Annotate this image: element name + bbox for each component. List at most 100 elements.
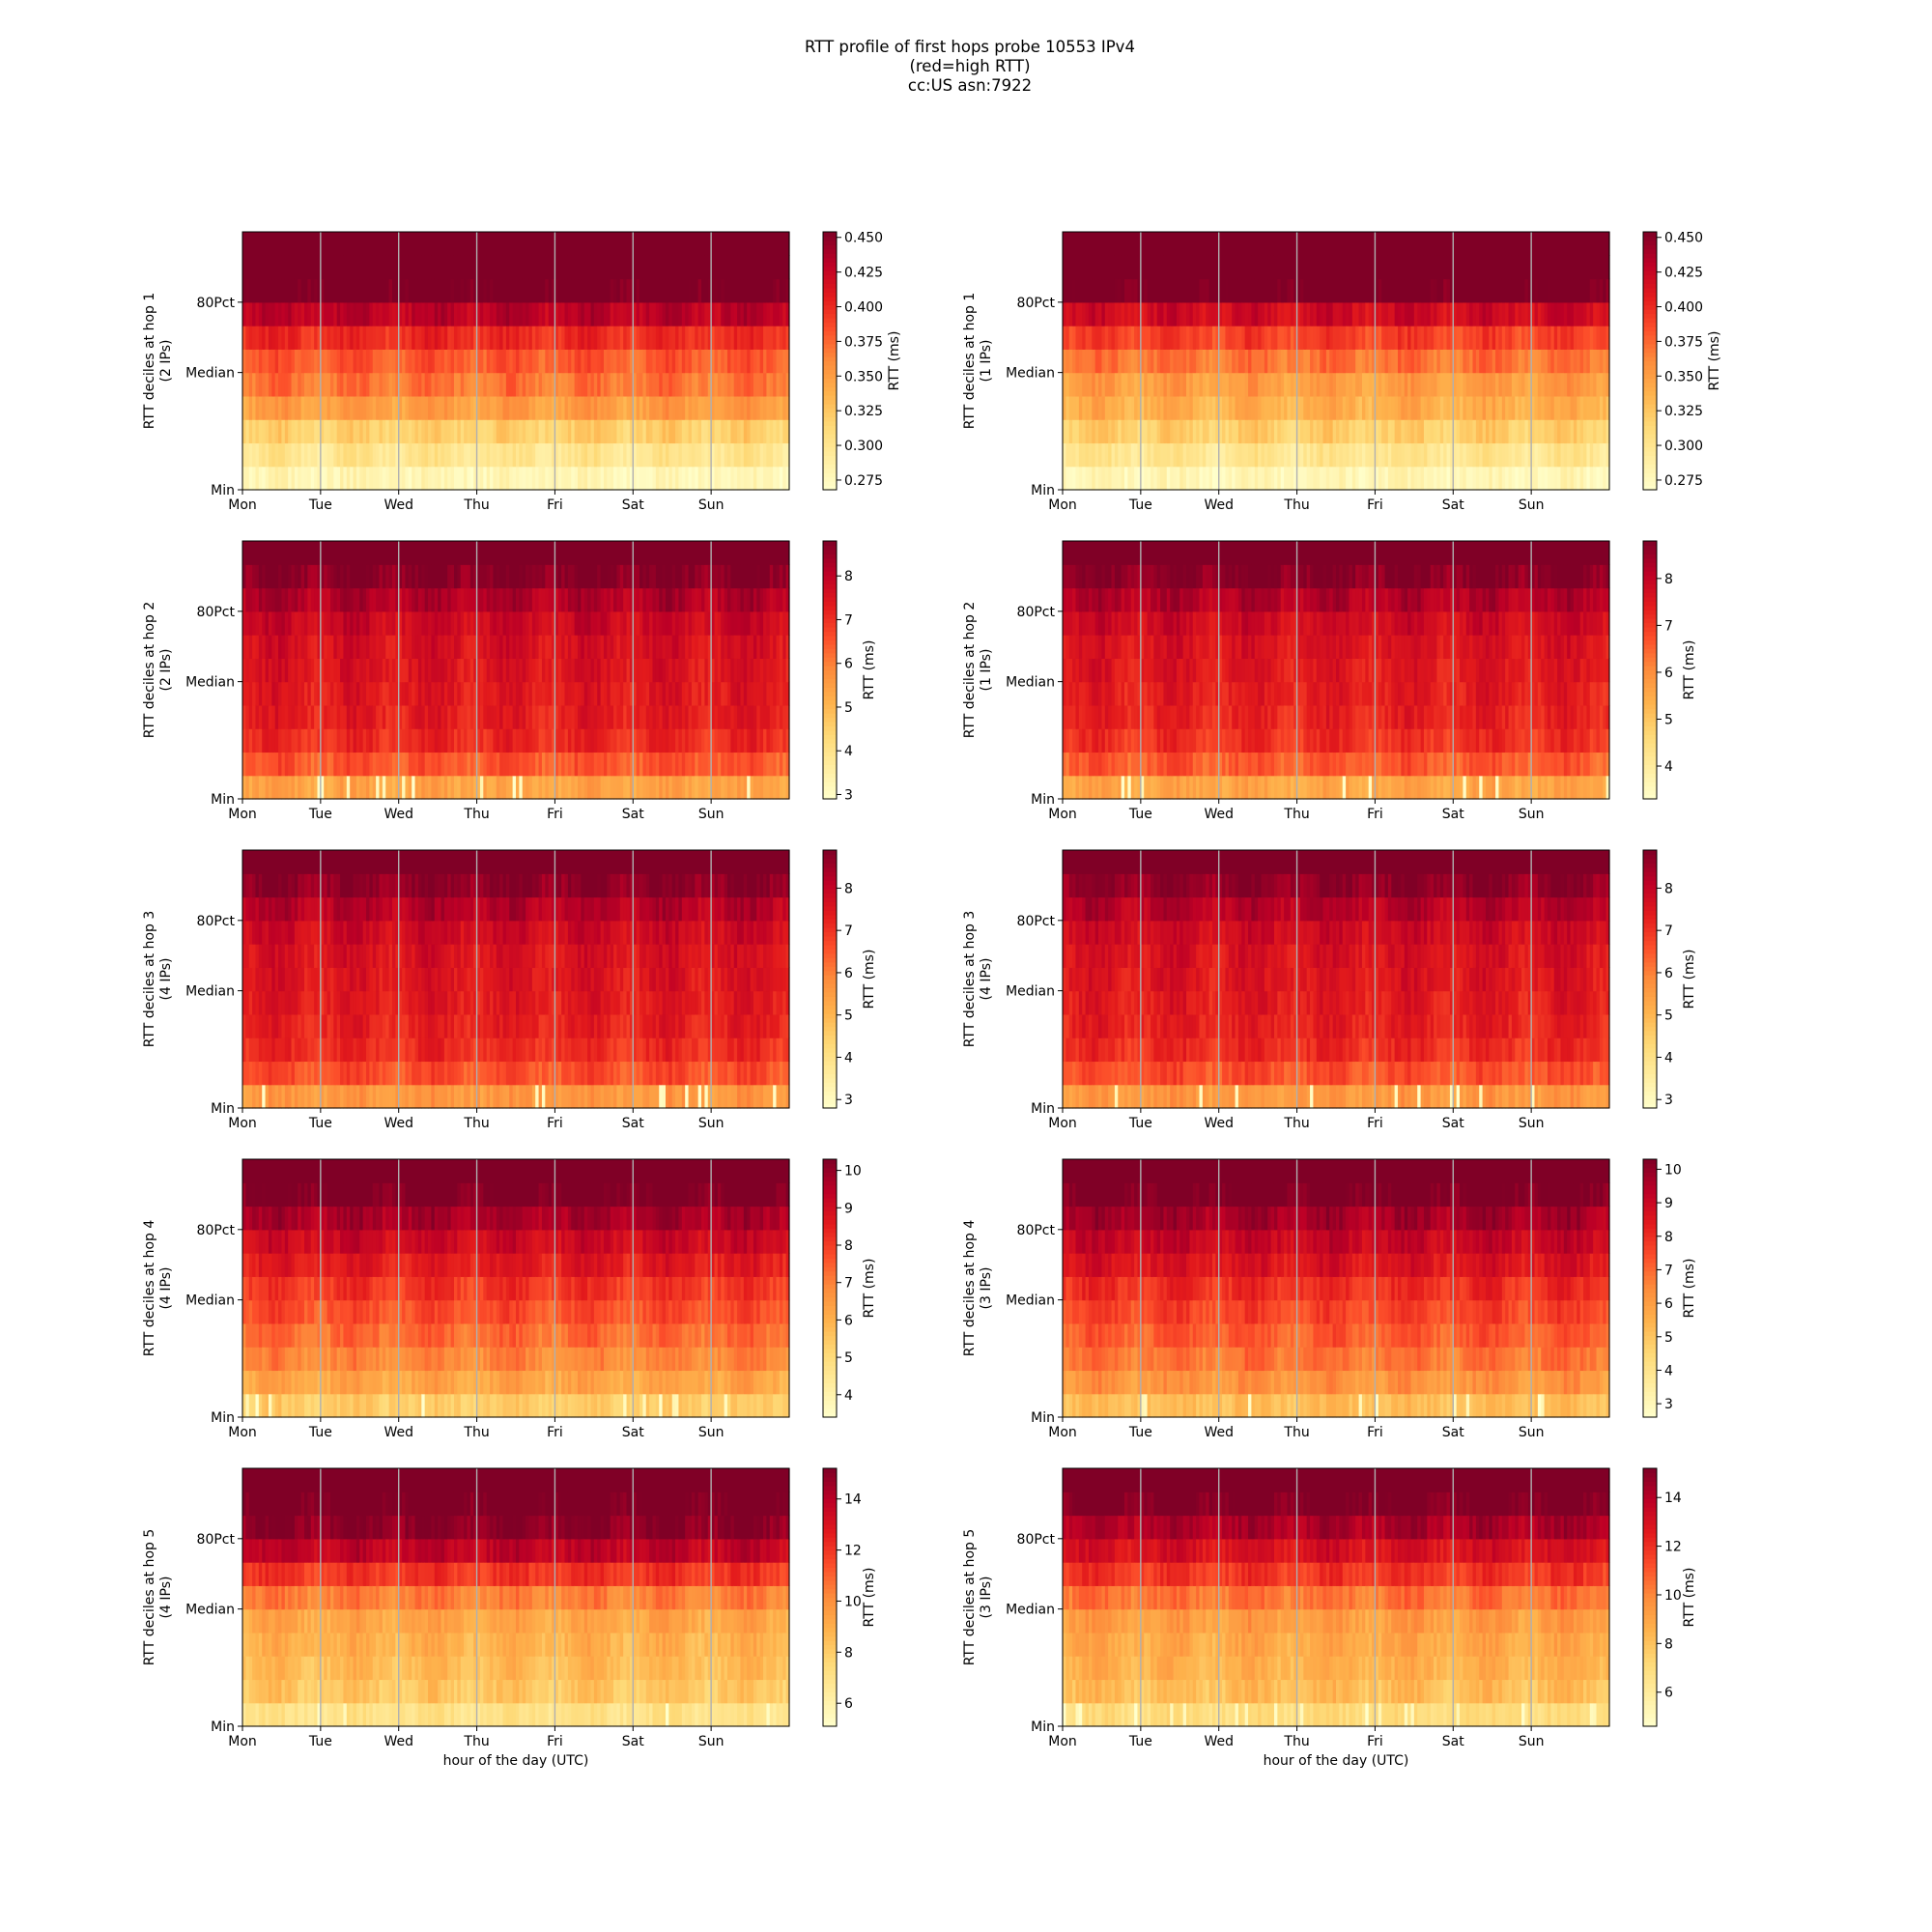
colorbar-segment [1643, 404, 1657, 409]
colorbar-segment [1643, 344, 1657, 349]
heatmap-cells [242, 232, 790, 491]
colorbar-tick-label: 0.425 [844, 266, 883, 281]
colorbar-segment [1643, 244, 1657, 249]
colorbar-segment [1643, 469, 1657, 473]
x-tick-label: Fri [1367, 497, 1383, 513]
colorbar-tick-label: 0.400 [1664, 300, 1703, 316]
x-tick-label: Mon [228, 497, 257, 513]
colorbar-segment [823, 267, 837, 271]
y-axis-label-line-1: RTT deciles at hop 1 [142, 293, 157, 430]
title-line-3: cc:US asn:7922 [908, 76, 1032, 95]
colorbar-segment [1643, 348, 1657, 353]
colorbar-segment [1643, 374, 1657, 379]
colorbar-segment [823, 356, 837, 361]
figure-title: RTT profile of first hops probe 10553 IP… [805, 38, 1135, 95]
colorbar-tick-label: 0.325 [1664, 404, 1703, 419]
colorbar-segment [1643, 232, 1657, 237]
colorbar-segment [1643, 300, 1657, 305]
x-tick-label: Fri [547, 497, 563, 513]
colorbar-segment [1643, 330, 1657, 335]
colorbar-segment [823, 439, 837, 443]
colorbar-segment [823, 275, 837, 280]
colorbar-segment [1643, 386, 1657, 391]
colorbar-segment [1643, 416, 1657, 421]
colorbar-segment [823, 408, 837, 412]
colorbar-segment [1643, 447, 1657, 452]
colorbar-segment [823, 348, 837, 353]
colorbar-segment [823, 369, 837, 374]
colorbar-segment [1643, 434, 1657, 439]
colorbar-segment [1643, 421, 1657, 426]
colorbar-segment [823, 412, 837, 417]
colorbar-segment [1643, 477, 1657, 482]
colorbar-tick-label: 0.300 [1664, 439, 1703, 454]
colorbar-tick-label: 0.425 [1664, 266, 1703, 281]
colorbar: 0.2750.3000.3250.3500.3750.4000.4250.450… [1643, 231, 1722, 491]
y-tick-label: Min [1031, 483, 1055, 498]
colorbar-segment [823, 460, 837, 465]
colorbar-tick-label: 0.375 [844, 334, 883, 350]
y-tick-label: Median [185, 366, 235, 382]
colorbar-segment [823, 253, 837, 258]
colorbar-segment [823, 353, 837, 357]
x-tick-label: Sat [622, 497, 644, 513]
colorbar-segment [823, 270, 837, 275]
heatmap-cells [242, 541, 790, 800]
x-tick-label: Sun [698, 497, 724, 513]
colorbar-segment [823, 322, 837, 327]
colorbar-segment [1643, 241, 1657, 245]
colorbar-segment [1643, 455, 1657, 460]
colorbar-segment [1643, 369, 1657, 374]
colorbar-segment [1643, 353, 1657, 357]
colorbar-segment [823, 318, 837, 323]
colorbar-segment [1643, 481, 1657, 486]
colorbar-segment [1643, 400, 1657, 405]
colorbar-segment [823, 330, 837, 335]
colorbar-segment [1643, 318, 1657, 323]
colorbar-segment [1643, 408, 1657, 412]
colorbar-segment [1643, 270, 1657, 275]
colorbar-segment [1643, 249, 1657, 254]
x-tick-label: Thu [463, 497, 489, 513]
colorbar-label: RTT (ms) [1707, 331, 1722, 391]
colorbar-segment [1643, 430, 1657, 435]
colorbar-segment [823, 416, 837, 421]
colorbar-segment [823, 283, 837, 288]
colorbar-segment [823, 262, 837, 267]
colorbar-segment [823, 455, 837, 460]
colorbar-segment [1643, 439, 1657, 443]
colorbar-segment [823, 309, 837, 314]
colorbar-segment [1643, 327, 1657, 331]
colorbar-segment [823, 477, 837, 482]
colorbar-segment [1643, 425, 1657, 430]
colorbar-segment [823, 481, 837, 486]
y-axis-label-line-2: (2 IPs) [158, 340, 174, 383]
colorbar-tick-label: 0.300 [844, 439, 883, 454]
colorbar-segment [823, 374, 837, 379]
colorbar-segment [1643, 283, 1657, 288]
colorbar-segment [1643, 361, 1657, 366]
colorbar-segment [1643, 383, 1657, 387]
colorbar-segment [823, 292, 837, 297]
colorbar-segment [1643, 451, 1657, 456]
colorbar-segment [1643, 236, 1657, 241]
colorbar-segment [823, 442, 837, 447]
colorbar-segment [823, 249, 837, 254]
colorbar-segment [1643, 395, 1657, 400]
colorbar-tick-label: 0.350 [844, 369, 883, 384]
colorbar-tick-label: 0.450 [844, 231, 883, 246]
colorbar-tick-label: 0.275 [1664, 473, 1703, 489]
y-tick-label: 80Pct [197, 296, 236, 311]
colorbar-segment [1643, 314, 1657, 319]
colorbar-segment [1643, 356, 1657, 361]
colorbar-segment [823, 339, 837, 344]
x-tick-label: Thu [1283, 497, 1309, 513]
colorbar-segment [1643, 305, 1657, 310]
colorbar-segment [1643, 322, 1657, 327]
colorbar-segment [823, 451, 837, 456]
colorbar-segment [1643, 262, 1657, 267]
colorbar-segment [823, 421, 837, 426]
colorbar-segment [823, 361, 837, 366]
colorbar-segment [1643, 258, 1657, 263]
